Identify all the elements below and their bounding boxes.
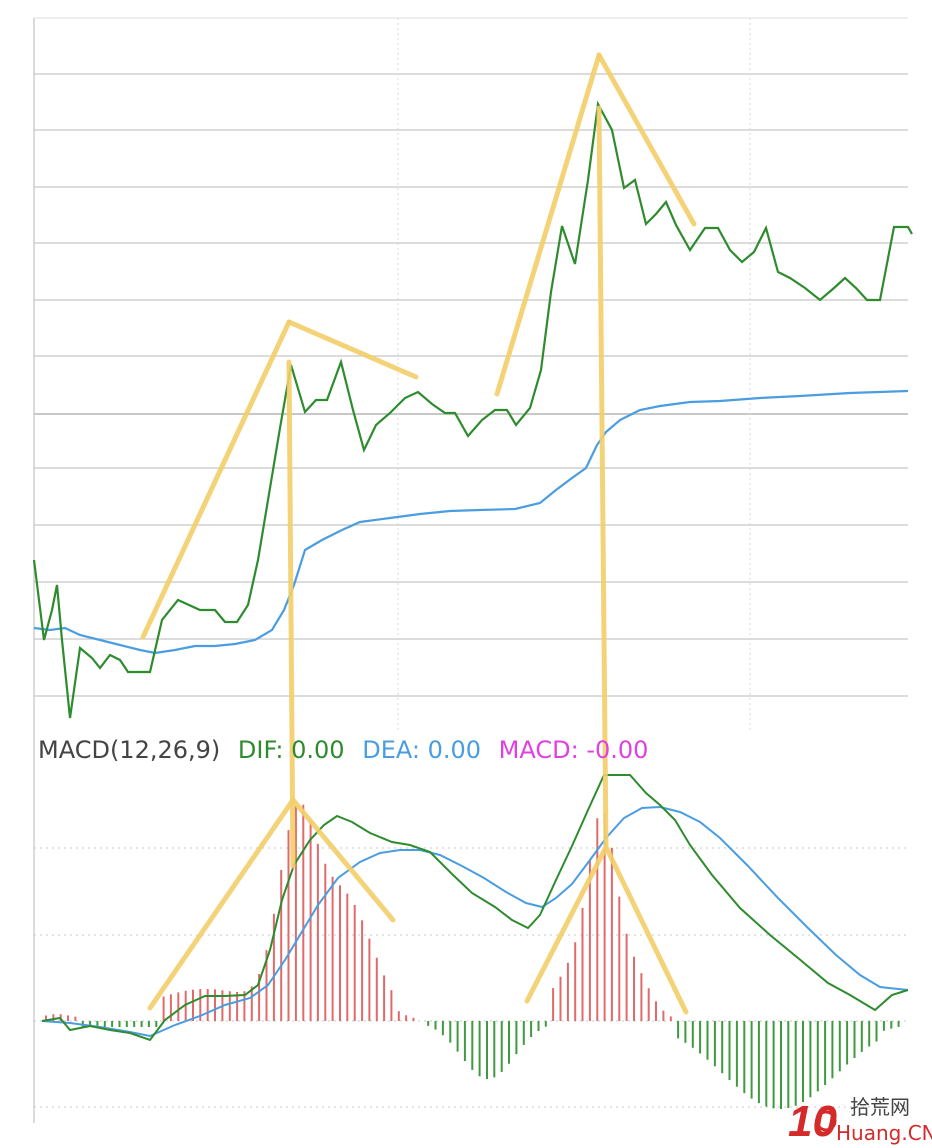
annotation-fall-2 <box>596 52 697 227</box>
price-lines <box>32 100 913 719</box>
annotation-hist-rise-2 <box>524 844 609 1004</box>
annotation-peak-link-1 <box>286 359 296 869</box>
annotation-hist-fall-2 <box>603 844 689 1015</box>
annotation-lines <box>140 52 697 1015</box>
dea-line <box>41 805 909 1038</box>
price-grid <box>34 18 908 730</box>
macd-grid <box>34 847 908 1108</box>
legend-macd: MACD: -0.00 <box>499 736 649 764</box>
chart-background <box>34 18 908 1123</box>
macd-indicator-name: MACD(12,26,9) <box>38 736 220 764</box>
watermark-url: Huang.CN <box>836 1121 932 1145</box>
macd-title: MACD(12,26,9) DIF: 0.00 DEA: 0.00 MACD: … <box>38 736 648 764</box>
watermark: 10 拾荒网 Huang.CN <box>788 1095 932 1146</box>
annotation-hist-fall-1 <box>290 797 396 923</box>
annotation-rise-2 <box>494 52 602 397</box>
legend-dif: DIF: 0.00 <box>238 736 345 764</box>
watermark-gear-icon <box>815 1110 837 1132</box>
macd-lines <box>41 774 909 1042</box>
watermark-number: 10 <box>788 1097 837 1146</box>
annotation-peak-link-2 <box>596 105 609 851</box>
dif-line <box>41 774 909 1042</box>
price-slow-line <box>33 389 909 655</box>
legend-dea: DEA: 0.00 <box>362 736 481 764</box>
annotation-rise-1 <box>140 319 292 640</box>
macd-histogram <box>45 804 900 1109</box>
annotation-fall-1 <box>286 319 419 380</box>
annotation-hist-rise-1 <box>147 797 296 1011</box>
price-fast-line <box>32 100 913 719</box>
watermark-cn: 拾荒网 <box>850 1095 910 1119</box>
